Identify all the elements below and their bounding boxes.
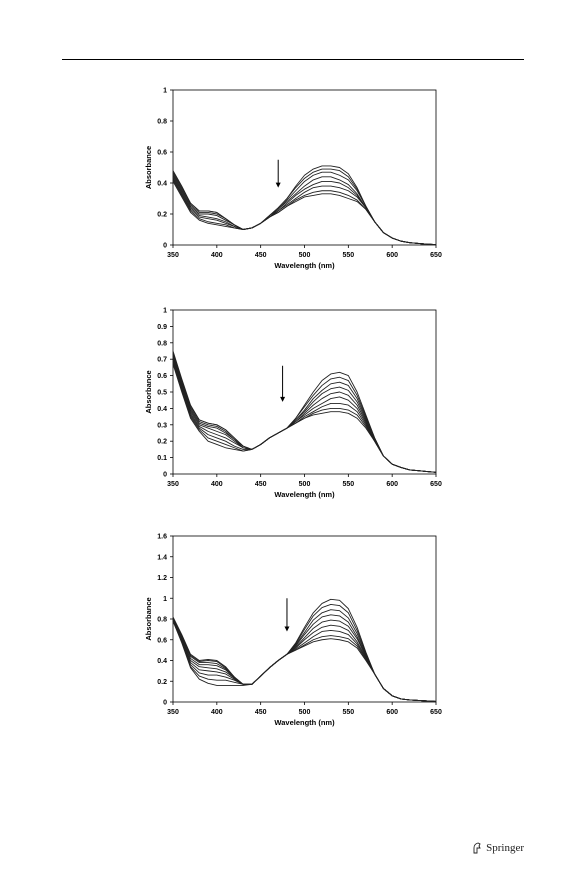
- y-tick-label: 0.3: [157, 422, 167, 429]
- y-axis-label: Absorbance: [144, 597, 153, 640]
- publisher-name: Springer: [486, 842, 524, 854]
- y-tick-label: 0: [163, 472, 167, 479]
- y-tick-label: 1.2: [157, 575, 167, 582]
- y-tick-label: 0.6: [157, 637, 167, 644]
- absorbance-chart-3: 0 0.2 0.4 0.6 0.8 1 1.2 1.4 1.6 350 400 450 500 550 60…: [140, 526, 450, 744]
- header-rule: [62, 59, 524, 60]
- chart-svg: 0 0.1 0.2 0.3 0.4 0.5 0.6 0.7 0.8 0.9 1 350 400 450 50…: [144, 308, 442, 500]
- absorbance-chart-1: 0 0.2 0.4 0.6 0.8 1 350 400 450 500 550 600 650 Wavel…: [140, 80, 450, 280]
- arrow-head: [275, 182, 281, 188]
- y-tick-label: 0.5: [157, 390, 167, 397]
- spectrum-line-8: [172, 362, 437, 473]
- y-tick-label: 0.4: [157, 406, 167, 413]
- x-tick-label: 450: [255, 481, 267, 488]
- y-axis-label: Absorbance: [144, 370, 153, 413]
- spectrum-line-2: [172, 168, 437, 245]
- y-tick-label: 0.6: [157, 373, 167, 380]
- spectrum-line-8: [172, 181, 437, 245]
- y-tick-label: 0: [163, 700, 167, 707]
- y-tick-label: 0.4: [157, 658, 167, 665]
- x-tick-label: 450: [255, 252, 267, 259]
- x-tick-label: 400: [211, 709, 223, 716]
- spectrum-line-3: [172, 609, 437, 702]
- arrow-head: [280, 396, 286, 402]
- x-axis-label: Wavelength (nm): [274, 490, 335, 499]
- plot-frame: [172, 89, 437, 246]
- spectrum-line-2: [172, 352, 437, 473]
- x-tick-label: 600: [386, 252, 398, 259]
- y-tick-label: 0.8: [157, 340, 167, 347]
- spectrum-line-1: [172, 165, 437, 245]
- x-tick-label: 350: [167, 709, 179, 716]
- plot-frame: [172, 535, 437, 703]
- x-tick-label: 350: [167, 252, 179, 259]
- absorbance-chart-2: 0 0.1 0.2 0.3 0.4 0.5 0.6 0.7 0.8 0.9 1 350 400 450 50…: [140, 300, 450, 512]
- y-tick-label: 0.4: [157, 181, 167, 188]
- x-tick-label: 650: [430, 481, 442, 488]
- x-tick-label: 600: [386, 709, 398, 716]
- spectrum-line-1: [172, 598, 437, 702]
- y-tick-label: 0.2: [157, 439, 167, 446]
- spectrum-line-9: [172, 620, 437, 702]
- y-tick-label: 0.6: [157, 150, 167, 157]
- y-tick-label: 0: [163, 243, 167, 250]
- x-tick-label: 400: [211, 252, 223, 259]
- x-axis-label: Wavelength (nm): [274, 718, 335, 727]
- x-axis-label: Wavelength (nm): [274, 261, 335, 270]
- y-tick-label: 1.6: [157, 534, 167, 541]
- springer-horse-icon: [473, 842, 481, 854]
- y-tick-label: 1: [163, 88, 167, 95]
- y-tick-label: 1: [163, 596, 167, 603]
- x-tick-label: 500: [299, 709, 311, 716]
- spectrum-line-4: [172, 355, 437, 473]
- y-tick-label: 0.2: [157, 679, 167, 686]
- spectrum-line-4: [172, 175, 437, 245]
- x-tick-label: 500: [299, 252, 311, 259]
- chart-svg: 0 0.2 0.4 0.6 0.8 1 1.2 1.4 1.6 350 400 450 500 550 60…: [144, 534, 442, 728]
- x-tick-label: 550: [342, 481, 354, 488]
- y-tick-label: 1.4: [157, 554, 167, 561]
- y-tick-label: 0.7: [157, 357, 167, 364]
- y-tick-label: 0.9: [157, 324, 167, 331]
- x-tick-label: 550: [342, 709, 354, 716]
- chart-svg: 0 0.2 0.4 0.6 0.8 1 350 400 450 500 550 600 650 Wavel…: [144, 88, 442, 271]
- publisher-logo: Springer: [472, 842, 524, 854]
- y-tick-label: 0.1: [157, 455, 167, 462]
- x-tick-label: 650: [430, 252, 442, 259]
- y-tick-label: 0.8: [157, 119, 167, 126]
- x-tick-label: 400: [211, 481, 223, 488]
- spectrum-line-2: [172, 604, 437, 702]
- y-tick-label: 0.8: [157, 617, 167, 624]
- arrow-head: [284, 626, 290, 632]
- y-tick-label: 0.2: [157, 212, 167, 219]
- spectrum-line-3: [172, 171, 437, 245]
- x-tick-label: 600: [386, 481, 398, 488]
- y-tick-label: 1: [163, 308, 167, 315]
- x-tick-label: 650: [430, 709, 442, 716]
- spectrum-line-6: [172, 359, 437, 473]
- spectrum-line-9: [172, 363, 437, 473]
- spectrum-line-7: [172, 360, 437, 473]
- plot-frame: [172, 309, 437, 475]
- x-tick-label: 350: [167, 481, 179, 488]
- x-tick-label: 450: [255, 709, 267, 716]
- y-axis-label: Absorbance: [144, 146, 153, 189]
- x-tick-label: 500: [299, 481, 311, 488]
- spectrum-line-5: [172, 176, 437, 245]
- x-tick-label: 550: [342, 252, 354, 259]
